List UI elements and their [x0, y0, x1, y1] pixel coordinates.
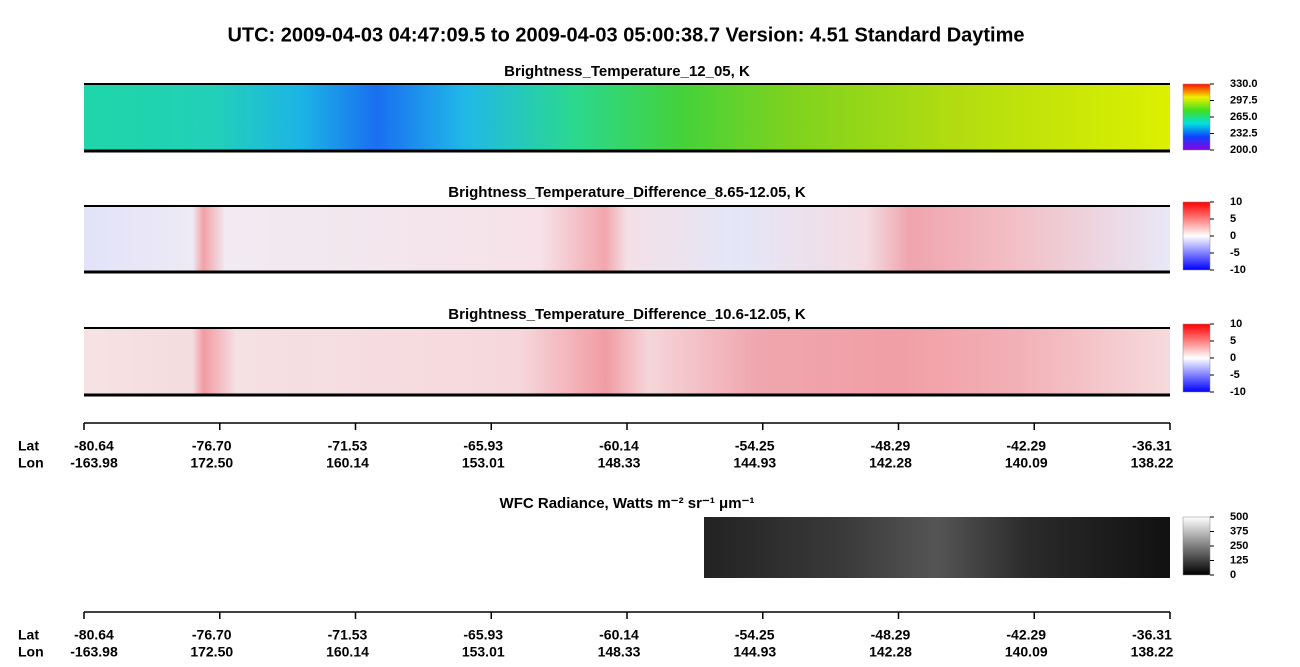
- lon-tick-label: 144.93: [733, 455, 776, 471]
- colorbar-tick-label: 375: [1230, 525, 1248, 537]
- colorbar-tick-label: 0: [1230, 352, 1236, 364]
- colorbar-tick-label: 330.0: [1230, 78, 1258, 90]
- lat-tick-label: -48.29: [871, 438, 911, 454]
- colorbar: [1182, 83, 1211, 151]
- colorbar-tick-label: 265.0: [1230, 111, 1258, 123]
- image-plot: [704, 517, 1170, 578]
- lon-tick-label: 153.01: [462, 644, 505, 660]
- figure-title: UTC: 2009-04-03 04:47:09.5 to 2009-04-03…: [227, 24, 1024, 46]
- lat-tick-label: -71.53: [328, 438, 368, 454]
- lon-tick-label: 144.93: [733, 644, 776, 660]
- lon-tick-label: 142.28: [869, 455, 912, 471]
- lat-label: Lat: [18, 627, 39, 643]
- lat-tick-label: -71.53: [328, 627, 368, 643]
- colorbar-tick-label: 5: [1230, 213, 1236, 225]
- lon-tick-label: 148.33: [598, 644, 641, 660]
- lat-tick-label: -65.93: [463, 438, 503, 454]
- panel-title: WFC Radiance, Watts m⁻² sr⁻¹ μm⁻¹: [500, 495, 755, 512]
- lon-tick-label: 140.09: [1005, 455, 1048, 471]
- colorbar: [1182, 516, 1211, 576]
- colorbar-tick-label: 232.5: [1230, 127, 1258, 139]
- lat-tick-label: -76.70: [192, 627, 232, 643]
- lon-tick-label: 160.14: [326, 644, 369, 660]
- colorbar-tick-label: 0: [1230, 230, 1236, 242]
- panel-title: Brightness_Temperature_Difference_10.6-1…: [448, 306, 806, 323]
- lat-tick-label: -60.14: [599, 438, 639, 454]
- lon-tick-label: 172.50: [190, 644, 233, 660]
- lat-tick-label: -60.14: [599, 627, 639, 643]
- lat-tick-label: -42.29: [1006, 438, 1046, 454]
- lon-tick-label: 140.09: [1005, 644, 1048, 660]
- lon-tick-label: 138.22: [1131, 455, 1174, 471]
- colorbar-tick-label: 200.0: [1230, 144, 1258, 156]
- lon-tick-label: 138.22: [1131, 644, 1174, 660]
- lat-tick-label: -54.25: [735, 627, 775, 643]
- lat-tick-label: -80.64: [74, 438, 114, 454]
- lon-tick-label: 148.33: [598, 455, 641, 471]
- image-plot: [84, 84, 1170, 151]
- lat-tick-label: -76.70: [192, 438, 232, 454]
- panel-title: Brightness_Temperature_12_05, K: [504, 63, 750, 80]
- colorbar-tick-label: 0: [1230, 569, 1236, 581]
- colorbar-tick-label: 5: [1230, 335, 1236, 347]
- lat-label: Lat: [18, 438, 39, 454]
- lat-tick-label: -48.29: [871, 627, 911, 643]
- lat-tick-label: -80.64: [74, 627, 114, 643]
- colorbar-tick-label: 125: [1230, 554, 1248, 566]
- lat-tick-label: -42.29: [1006, 627, 1046, 643]
- colorbar: [1182, 323, 1211, 393]
- colorbar-tick-label: 297.5: [1230, 94, 1258, 106]
- colorbar: [1182, 201, 1211, 271]
- lat-tick-label: -36.31: [1132, 627, 1172, 643]
- image-plot: [84, 328, 1170, 395]
- lat-tick-label: -36.31: [1132, 438, 1172, 454]
- lat-tick-label: -65.93: [463, 627, 503, 643]
- lon-label: Lon: [18, 455, 44, 471]
- colorbar-tick-label: -10: [1230, 386, 1246, 398]
- colorbar-tick-label: -10: [1230, 264, 1246, 276]
- lon-tick-label: 153.01: [462, 455, 505, 471]
- lon-tick-label: 172.50: [190, 455, 233, 471]
- colorbar-tick-label: 500: [1230, 511, 1248, 523]
- lon-label: Lon: [18, 644, 44, 660]
- colorbar-tick-label: -5: [1230, 369, 1240, 381]
- lon-tick-label: -163.98: [70, 455, 118, 471]
- colorbar-tick-label: 250: [1230, 540, 1248, 552]
- colorbar-tick-label: 10: [1230, 196, 1242, 208]
- lon-tick-label: 160.14: [326, 455, 369, 471]
- image-plot: [84, 206, 1170, 272]
- lat-tick-label: -54.25: [735, 438, 775, 454]
- colorbar-tick-label: 10: [1230, 318, 1242, 330]
- panel-title: Brightness_Temperature_Difference_8.65-1…: [448, 184, 806, 201]
- lon-tick-label: -163.98: [70, 644, 118, 660]
- lon-tick-label: 142.28: [869, 644, 912, 660]
- colorbar-tick-label: -5: [1230, 247, 1240, 259]
